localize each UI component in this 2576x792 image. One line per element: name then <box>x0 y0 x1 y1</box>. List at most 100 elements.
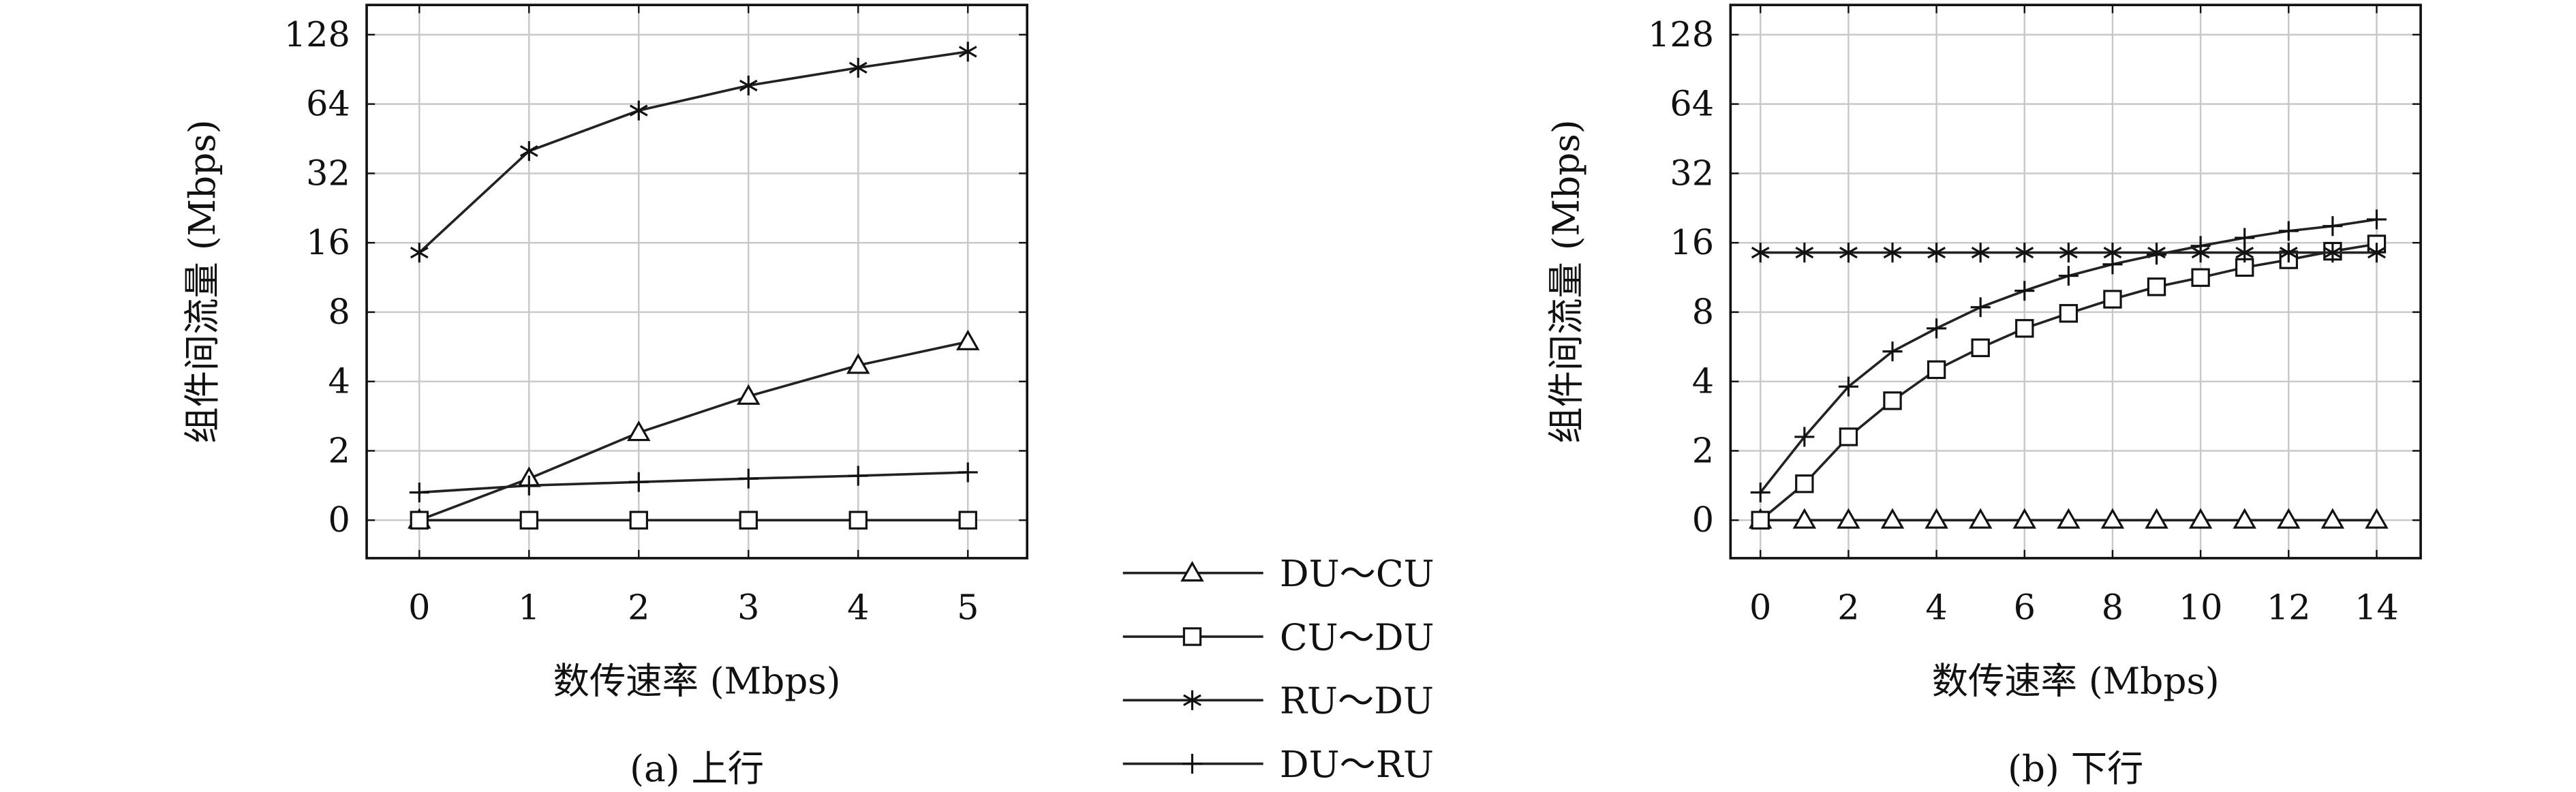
x-axis-label: 数传速率 (Mbps) <box>553 660 841 703</box>
asterisk-stroke <box>1795 246 1814 259</box>
legend-square-marker <box>1182 627 1202 646</box>
x-tick-label: 8 <box>2102 588 2123 628</box>
legend-item: RU～DU <box>1122 680 1434 722</box>
subfigure-caption: (b) 下行 <box>2008 748 2143 790</box>
asterisk-stroke <box>739 79 758 92</box>
legend-label: RU～DU <box>1280 680 1434 722</box>
data-point-square-marker <box>1795 474 1814 493</box>
data-point-plus-marker <box>2014 281 2035 301</box>
y-tick-label: 0 <box>328 500 350 540</box>
data-point-asterisk-marker <box>2015 243 2034 263</box>
series-line <box>419 471 968 494</box>
x-tick-label: 5 <box>957 588 979 628</box>
data-point-plus-marker <box>628 472 649 492</box>
x-tick-label: 6 <box>2014 588 2036 628</box>
asterisk-stroke <box>410 246 429 259</box>
data-point-plus-marker <box>1970 297 1991 318</box>
legend-asterisk-marker <box>1183 690 1201 710</box>
series-cu-du <box>410 511 977 530</box>
data-point-square-marker <box>1927 360 1946 380</box>
data-point-triangle-marker <box>846 353 870 374</box>
data-point-plus-marker <box>738 468 758 489</box>
data-point-triangle-marker <box>1837 508 1860 529</box>
y-tick-label: 2 <box>1692 430 1714 470</box>
data-point-asterisk-marker <box>629 100 648 121</box>
data-point-square-marker <box>1751 511 1770 530</box>
x-tick-label: 4 <box>847 588 869 628</box>
subfigure-caption: (a) 上行 <box>630 748 764 790</box>
data-point-asterisk-marker <box>1795 243 1814 263</box>
data-point-plus-marker <box>1794 427 1815 447</box>
x-tick-label: 4 <box>1925 588 1947 628</box>
y-tick-label: 0 <box>1692 500 1714 540</box>
series-line <box>418 50 968 254</box>
data-point-asterisk-marker <box>2367 243 2386 263</box>
legend-label: CU～DU <box>1280 616 1435 658</box>
data-point-plus-marker <box>2102 254 2123 275</box>
y-tick-label: 128 <box>284 14 350 55</box>
data-point-square-marker <box>1839 427 1858 446</box>
y-tick-label: 16 <box>306 222 350 262</box>
y-tick-label: 8 <box>1692 292 1714 332</box>
series-du-cu <box>1748 508 2389 529</box>
data-point-plus-marker <box>1838 376 1858 397</box>
legend-label: DU～CU <box>1280 553 1435 595</box>
data-point-triangle-marker <box>2145 508 2168 529</box>
series-du-ru <box>1750 209 2387 503</box>
y-tick-label: 32 <box>306 153 350 193</box>
data-point-triangle-marker <box>2277 508 2301 529</box>
data-point-square-marker <box>2103 290 2122 309</box>
data-point-square-marker <box>848 511 868 530</box>
series-du-ru <box>409 462 978 503</box>
data-point-triangle-marker <box>2188 508 2213 529</box>
asterisk-stroke <box>629 104 648 117</box>
data-point-triangle-marker <box>1925 508 1948 529</box>
data-point-asterisk-marker <box>739 75 758 96</box>
data-point-asterisk-marker <box>1927 243 1946 263</box>
y-tick-label: 32 <box>1670 153 1714 193</box>
y-tick-label: 128 <box>1648 14 1714 55</box>
asterisk-stroke <box>2279 246 2298 259</box>
asterisk-stroke <box>2367 246 2386 259</box>
x-tick-label: 0 <box>408 588 430 628</box>
data-point-plus-marker <box>2147 245 2167 265</box>
data-point-asterisk-marker <box>958 42 977 62</box>
data-point-plus-marker <box>2190 236 2211 256</box>
data-point-square-marker <box>1971 338 1990 357</box>
asterisk-stroke <box>2015 246 2034 259</box>
x-tick-label: 14 <box>2355 588 2399 628</box>
y-tick-label: 4 <box>328 361 350 401</box>
x-tick-label: 12 <box>2267 588 2311 628</box>
asterisk-stroke <box>1839 246 1858 259</box>
data-point-square-marker <box>629 511 648 530</box>
asterisk-stroke <box>519 145 538 157</box>
data-point-asterisk-marker <box>2279 243 2298 263</box>
chart-downlink: 0 2 4 8 16 32 64 128 0 2 4 6 8 10 12 14 数传速率 (Mbps) 组件间流量… <box>1545 3 2422 790</box>
chart-uplink: 0 2 4 8 16 32 64 128 0 1 2 3 4 5 数传速率 (Mbps) 组件间流量 (Mbp… <box>181 3 1029 790</box>
data-point-triangle-marker <box>737 384 761 405</box>
data-point-square-marker <box>2015 319 2034 338</box>
data-point-plus-marker <box>2058 266 2079 286</box>
y-tick-label: 4 <box>1692 361 1714 401</box>
asterisk-stroke <box>1751 246 1770 259</box>
data-point-triangle-marker <box>956 329 980 350</box>
x-tick-label: 3 <box>737 588 759 628</box>
legend: DU～CU CU～DU RU～DU DU～RU <box>1122 553 1435 786</box>
asterisk-stroke <box>1927 246 1946 259</box>
legend-item: DU～RU <box>1122 744 1434 786</box>
y-tick-label: 64 <box>306 84 350 124</box>
data-point-asterisk-marker <box>1751 243 1770 263</box>
data-point-plus-marker <box>2278 221 2299 241</box>
data-point-plus-marker <box>957 462 978 483</box>
legend-item: DU～CU <box>1122 553 1435 595</box>
data-point-asterisk-marker <box>1883 243 1902 263</box>
data-point-triangle-marker <box>2320 508 2345 529</box>
asterisk-stroke <box>2323 246 2342 259</box>
asterisk-stroke <box>1183 694 1201 706</box>
data-point-plus-marker <box>848 466 868 486</box>
legend-item: CU～DU <box>1122 616 1435 658</box>
data-point-asterisk-marker <box>2059 243 2078 263</box>
asterisk-stroke <box>958 46 977 58</box>
data-point-asterisk-marker <box>1839 243 1858 263</box>
data-point-plus-marker <box>409 482 429 503</box>
